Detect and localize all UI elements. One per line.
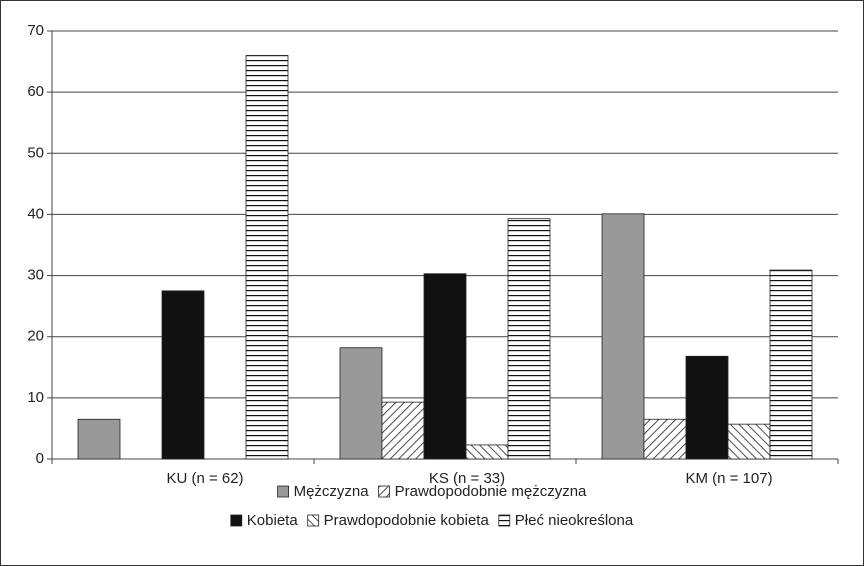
y-tick-label: 50: [27, 144, 44, 161]
bar: [381, 401, 425, 460]
bar: [727, 423, 771, 460]
bar: [507, 218, 551, 460]
legend-swatch: [378, 485, 391, 498]
bar: [339, 347, 383, 460]
legend-swatch: [498, 514, 511, 527]
legend-label: Płeć nieokreślona: [515, 512, 634, 529]
legend-swatch: [230, 514, 243, 527]
y-tick-label: 40: [27, 205, 44, 222]
x-tick-label: KM (n = 107): [685, 470, 772, 487]
y-tick-label: 10: [27, 389, 44, 406]
y-tick-label: 60: [27, 83, 44, 100]
x-tick-label: KU (n = 62): [166, 470, 243, 487]
bar: [465, 444, 509, 460]
x-tick-label: KS (n = 33): [429, 470, 505, 487]
bar: [601, 213, 645, 460]
legend-label: Kobieta: [247, 512, 299, 529]
bar: [643, 418, 687, 460]
y-tick-label: 0: [36, 450, 44, 467]
bar: [245, 55, 289, 460]
legend-label: Mężczyzna: [294, 483, 370, 500]
y-tick-label: 70: [27, 22, 44, 39]
bar: [161, 290, 205, 460]
bar: [77, 418, 121, 460]
bar: [423, 273, 467, 460]
y-tick-label: 20: [27, 328, 44, 345]
bar: [685, 355, 729, 460]
legend-swatch: [277, 485, 289, 498]
legend-label: Prawdopodobnie kobieta: [324, 512, 490, 529]
legend-swatch: [307, 514, 320, 527]
y-tick-label: 30: [27, 267, 44, 284]
legend-label: Prawdopodobnie mężczyzna: [395, 483, 587, 500]
bar: [769, 269, 813, 460]
